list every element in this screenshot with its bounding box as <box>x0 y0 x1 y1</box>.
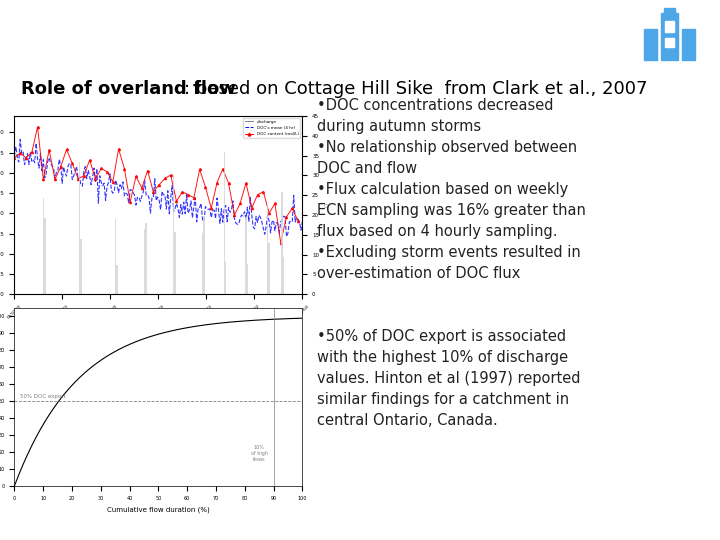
Y-axis label: Q: Q <box>325 203 330 207</box>
Text: UNIVERSITY OF LEEDS: UNIVERSITY OF LEEDS <box>518 38 709 53</box>
Bar <box>144 229 145 294</box>
Bar <box>267 205 269 294</box>
Bar <box>173 176 174 294</box>
Bar <box>247 264 248 294</box>
Bar <box>78 163 80 294</box>
Bar <box>42 198 44 294</box>
Bar <box>682 29 695 60</box>
Bar <box>269 244 270 294</box>
Legend: discharge, DOC's mean (4 hr), DOC content (mol/L): discharge, DOC's mean (4 hr), DOC conten… <box>243 118 300 138</box>
Bar <box>664 8 675 15</box>
Bar <box>145 223 147 294</box>
Bar <box>665 21 674 32</box>
Bar <box>202 233 203 294</box>
Bar <box>661 13 678 60</box>
Bar <box>80 239 81 294</box>
Bar <box>203 217 204 294</box>
X-axis label: Date: Date <box>152 326 165 330</box>
Text: water@leeds: water@leeds <box>22 33 184 57</box>
Bar <box>225 262 226 294</box>
Text: 50% DOC export: 50% DOC export <box>20 394 66 399</box>
Bar <box>117 265 118 294</box>
Text: •50% of DOC export is associated
with the highest 10% of discharge
values. Hinto: •50% of DOC export is associated with th… <box>317 329 580 428</box>
Bar <box>174 232 176 294</box>
Text: : based on Cottage Hill Sike  from Clark et al., 2007: : based on Cottage Hill Sike from Clark … <box>184 80 647 98</box>
Bar <box>246 217 247 294</box>
Bar <box>115 219 117 294</box>
Bar <box>223 152 225 294</box>
Bar <box>665 38 674 47</box>
Bar <box>283 257 284 294</box>
Text: Role of overland flow: Role of overland flow <box>22 80 236 98</box>
Bar <box>282 192 283 294</box>
Text: •DOC concentrations decreased
during autumn storms
•No relationship observed bet: •DOC concentrations decreased during aut… <box>317 98 585 281</box>
X-axis label: Cumulative flow duration (%): Cumulative flow duration (%) <box>107 507 210 513</box>
Bar <box>644 29 657 60</box>
Bar <box>44 218 45 294</box>
Text: 10%
of high
flows: 10% of high flows <box>251 445 268 462</box>
